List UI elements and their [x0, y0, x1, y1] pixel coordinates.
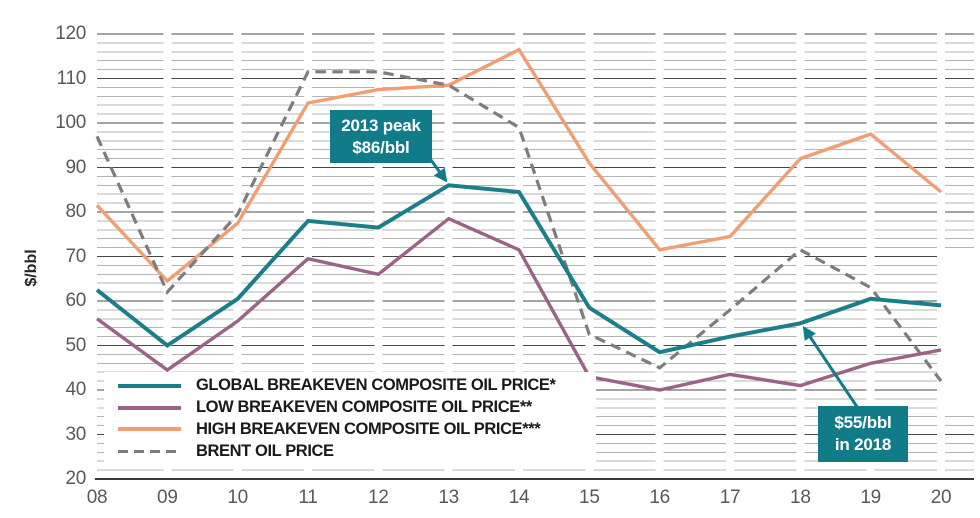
y-tick-label: 70 — [65, 245, 86, 267]
series-line-3 — [95, 70, 943, 383]
annotation-line: $55/bbl — [834, 413, 892, 432]
x-tick-label: 14 — [508, 487, 530, 508]
annotation-55-in-2018: $55/bbl in 2018 — [818, 406, 908, 462]
legend-label: BRENT OIL PRICE — [196, 441, 334, 460]
annotation-line: in 2018 — [834, 435, 892, 454]
annotation-2013-peak: 2013 peak $86/bbl — [330, 110, 432, 163]
y-tick-label: 80 — [65, 201, 86, 222]
y-tick-label: 20 — [65, 468, 86, 489]
legend-label: GLOBAL BREAKEVEN COMPOSITE OIL PRICE* — [196, 376, 556, 395]
x-tick-label: 09 — [157, 487, 178, 508]
grid-mask — [944, 252, 980, 412]
y-tick-label: 110 — [56, 67, 87, 89]
y-tick-label: 30 — [65, 423, 86, 445]
y-tick-label: 90 — [65, 156, 86, 178]
global-breakeven-line-swatch — [118, 383, 181, 389]
series-line-0 — [95, 183, 942, 355]
legend-item-brent: BRENT OIL PRICE — [118, 440, 596, 462]
x-tick-label: 20 — [930, 487, 952, 508]
x-tick-label: 12 — [368, 487, 389, 508]
x-tick-label: 16 — [649, 487, 670, 508]
legend-item-high: HIGH BREAKEVEN COMPOSITE OIL PRICE*** — [118, 419, 596, 441]
y-tick-label: 40 — [65, 379, 86, 400]
low-breakeven-line-swatch — [118, 405, 181, 410]
x-tick-label: 08 — [86, 487, 108, 508]
legend-label: LOW BREAKEVEN COMPOSITE OIL PRICE** — [196, 398, 532, 417]
x-tick-label: 13 — [438, 487, 459, 508]
annotation-arrow-2013 — [428, 157, 448, 183]
x-tick-label: 10 — [227, 487, 248, 508]
annotation-line: $86/bbl — [352, 137, 410, 157]
x-tick-label: 17 — [719, 487, 741, 508]
y-tick-label: 100 — [55, 112, 86, 133]
chart-legend: GLOBAL BREAKEVEN COMPOSITE OIL PRICE* LO… — [104, 372, 596, 465]
high-breakeven-line-swatch — [118, 427, 181, 432]
brent-line-swatch — [118, 449, 181, 454]
y-axis-title: $/bbl — [23, 249, 40, 287]
series-line-2 — [95, 47, 943, 284]
legend-item-low: LOW BREAKEVEN COMPOSITE OIL PRICE** — [118, 397, 596, 419]
y-tick-label: 120 — [55, 23, 86, 44]
series-line-1 — [95, 216, 942, 392]
y-tick-label: 60 — [65, 290, 86, 311]
x-tick-label: 11 — [298, 487, 318, 508]
annotation-line: 2013 peak — [341, 115, 421, 135]
legend-item-global: GLOBAL BREAKEVEN COMPOSITE OIL PRICE* — [118, 375, 596, 397]
x-tick-label: 18 — [790, 487, 811, 508]
annotation-arrow-2018 — [802, 326, 863, 415]
legend-label: HIGH BREAKEVEN COMPOSITE OIL PRICE*** — [196, 419, 541, 438]
x-tick-label: 19 — [860, 487, 881, 508]
x-tick-label: 15 — [579, 487, 600, 508]
y-tick-label: 50 — [65, 334, 86, 356]
